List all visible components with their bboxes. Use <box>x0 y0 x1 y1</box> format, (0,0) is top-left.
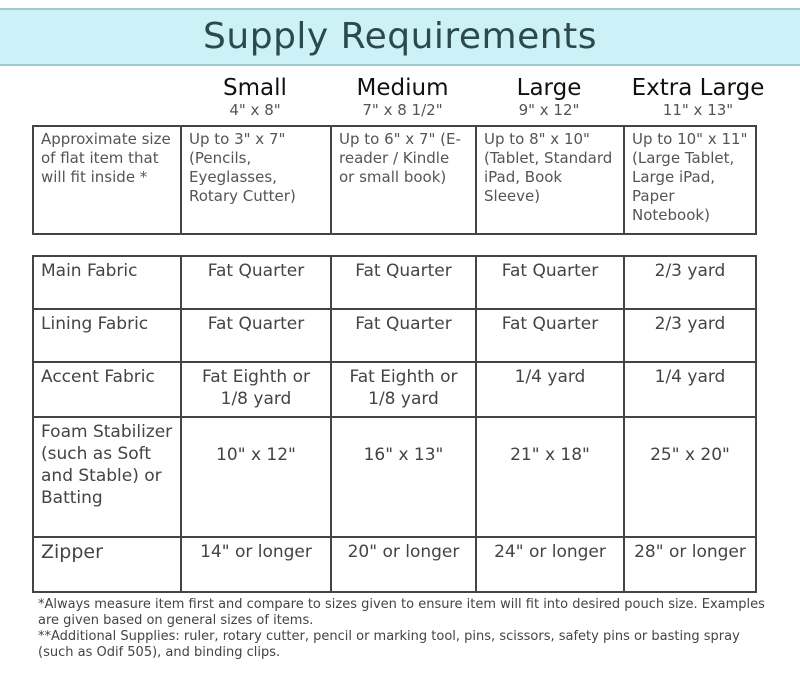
row-label: Approximate size of flat item that will … <box>32 125 182 235</box>
table-cell: Fat Quarter <box>475 255 625 310</box>
table-cell: 1/4 yard <box>623 361 757 418</box>
table-cell: 2/3 yard <box>623 255 757 310</box>
table-cell: Fat Eighth or 1/8 yard <box>330 361 477 418</box>
table-row: Main Fabric Fat Quarter Fat Quarter Fat … <box>32 255 757 310</box>
supplies-table: Main Fabric Fat Quarter Fat Quarter Fat … <box>32 255 757 593</box>
size-header-large: Large 9" x 12" <box>475 74 623 118</box>
table-cell: 10" x 12" <box>180 416 332 538</box>
table-row: Foam Stabilizer (such as Soft and Stable… <box>32 416 757 538</box>
size-name: Small <box>223 75 287 101</box>
table-cell: 2/3 yard <box>623 308 757 363</box>
size-dims: 4" x 8" <box>229 101 281 119</box>
table-cell: 28" or longer <box>623 536 757 593</box>
row-label: Zipper <box>32 536 182 593</box>
size-dims: 7" x 8 1/2" <box>362 101 443 119</box>
table-cell: Fat Quarter <box>180 255 332 310</box>
size-name: Medium <box>356 75 449 101</box>
size-header-extra-large: Extra Large 11" x 13" <box>623 74 773 118</box>
size-header-medium: Medium 7" x 8 1/2" <box>330 74 475 118</box>
table-cell: Fat Quarter <box>180 308 332 363</box>
size-dims: 11" x 13" <box>662 101 734 119</box>
table-row: Approximate size of flat item that will … <box>32 125 757 235</box>
row-label: Accent Fabric <box>32 361 182 418</box>
row-label: Lining Fabric <box>32 308 182 363</box>
table-cell: 16" x 13" <box>330 416 477 538</box>
table-cell: 24" or longer <box>475 536 625 593</box>
table-cell: Fat Eighth or 1/8 yard <box>180 361 332 418</box>
table-cell: 14" or longer <box>180 536 332 593</box>
footnote-additional-supplies: **Additional Supplies: ruler, rotary cut… <box>38 629 740 660</box>
table-cell: 21" x 18" <box>475 416 625 538</box>
row-label: Main Fabric <box>32 255 182 310</box>
row-label: Foam Stabilizer (such as Soft and Stable… <box>32 416 182 538</box>
table-cell: 20" or longer <box>330 536 477 593</box>
table-row: Lining Fabric Fat Quarter Fat Quarter Fa… <box>32 308 757 363</box>
size-name: Large <box>516 75 582 101</box>
footnote-measure: *Always measure item first and compare t… <box>38 597 765 628</box>
table-row: Zipper 14" or longer 20" or longer 24" o… <box>32 536 757 593</box>
size-name: Extra Large <box>631 75 765 101</box>
table-cell: Fat Quarter <box>330 255 477 310</box>
table-cell: Fat Quarter <box>330 308 477 363</box>
table-cell: 1/4 yard <box>475 361 625 418</box>
table-cell: Up to 8" x 10" (Tablet, Standard iPad, B… <box>475 125 625 235</box>
table-cell: Up to 10" x 11" (Large Tablet, Large iPa… <box>623 125 757 235</box>
table-cell: Fat Quarter <box>475 308 625 363</box>
title-banner: Supply Requirements <box>0 8 800 66</box>
table-cell: Up to 6" x 7" (E-reader / Kindle or smal… <box>330 125 477 235</box>
table-row: Accent Fabric Fat Eighth or 1/8 yard Fat… <box>32 361 757 418</box>
table-cell: Up to 3" x 7" (Pencils, Eyeglasses, Rota… <box>180 125 332 235</box>
size-header-small: Small 4" x 8" <box>180 74 330 118</box>
size-dims: 9" x 12" <box>518 101 580 119</box>
table-cell: 25" x 20" <box>623 416 757 538</box>
footnotes: *Always measure item first and compare t… <box>38 597 778 661</box>
fit-size-table: Approximate size of flat item that will … <box>32 125 757 235</box>
